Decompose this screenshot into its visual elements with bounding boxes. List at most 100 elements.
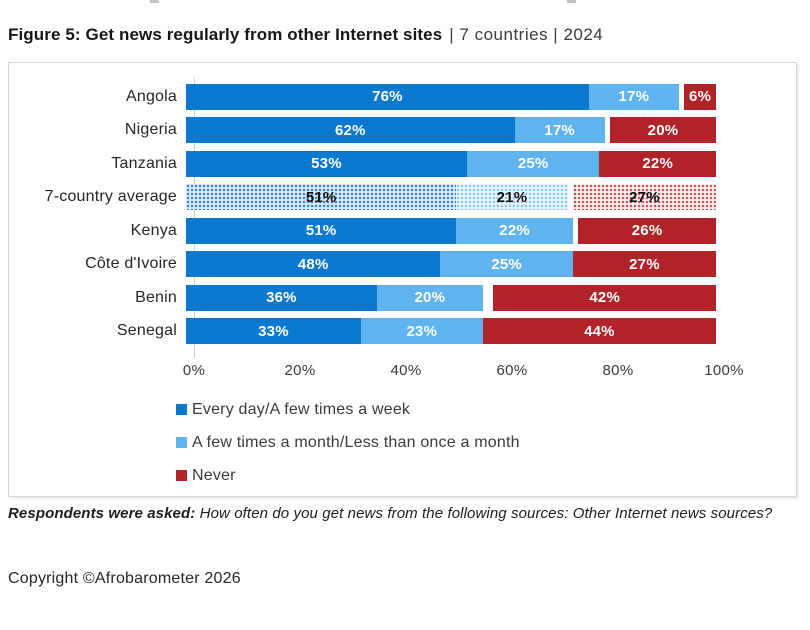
legend-item: Never <box>176 459 520 492</box>
bar-row: Nigeria 62% 17% 20% <box>9 114 796 148</box>
bar-row: Benin 36% 20% 42% <box>9 281 796 315</box>
value-label: 17% <box>618 88 650 106</box>
value-label: 51% <box>305 188 337 206</box>
value-label: 23% <box>406 322 438 340</box>
bar-row: Tanzania 53% 25% 22% <box>9 147 796 181</box>
category-label: Nigeria <box>124 121 177 139</box>
bar-track: 76% 17% 6% <box>186 83 716 110</box>
bar-row: Kenya 51% 22% 26% <box>9 214 796 248</box>
bar-segment: 51% <box>186 184 457 211</box>
legend-swatch-icon <box>176 437 187 448</box>
value-label: 25% <box>491 255 522 273</box>
bar-segment: 53% <box>186 150 467 177</box>
bar-segment: 76% <box>186 83 589 110</box>
legend-label: Every day/A few times a week <box>192 400 411 418</box>
value-label: 42% <box>589 289 620 307</box>
value-label: 33% <box>258 322 289 340</box>
legend-swatch-icon <box>176 470 187 481</box>
value-label: 25% <box>517 155 549 173</box>
bar-segment: 17% <box>588 83 679 110</box>
category-label: Angola <box>125 87 177 105</box>
bar-segment: 26% <box>578 217 716 244</box>
x-tick-label: 80% <box>602 362 634 379</box>
x-tick-label: 20% <box>284 362 316 379</box>
legend-item: Every day/A few times a week <box>176 393 520 426</box>
bar-segment: 20% <box>376 284 483 311</box>
bar-segment: 6% <box>684 83 716 110</box>
y-axis-line <box>194 77 195 358</box>
chart-container: Angola 76% 17% 6% Nigeria 62% 17% 20% Tanzania 53… <box>8 62 797 497</box>
value-label: 53% <box>311 155 342 173</box>
value-label: 20% <box>647 121 679 139</box>
bar-segment: 25% <box>466 150 600 177</box>
bar-track: 62% 17% 20% <box>186 117 716 144</box>
category-label: Senegal <box>116 322 177 340</box>
crop-artifact <box>150 0 159 3</box>
x-tick-label: 60% <box>496 362 528 379</box>
bar-segment: 42% <box>493 284 716 311</box>
bar-row: Angola 76% 17% 6% <box>9 80 796 114</box>
x-tick-label: 40% <box>390 362 422 379</box>
value-label: 21% <box>496 188 528 206</box>
value-label: 27% <box>629 188 660 206</box>
value-label: 27% <box>629 255 660 273</box>
value-label: 62% <box>334 121 366 139</box>
bar-track: 48% 25% 27% <box>186 251 716 278</box>
copyright: Copyright ©Afrobarometer 2026 <box>8 570 241 587</box>
value-label: 51% <box>305 222 337 240</box>
respondents-note: Respondents were asked: How often do you… <box>8 503 804 525</box>
value-label: 22% <box>499 222 530 240</box>
bar-track: 33% 23% 44% <box>186 318 716 345</box>
bar-gap <box>483 285 494 311</box>
value-label: 22% <box>642 155 673 173</box>
value-label: 20% <box>414 289 446 307</box>
category-label: Kenya <box>130 221 177 239</box>
bar-segment: 21% <box>456 184 568 211</box>
bar-segment: 25% <box>440 251 573 278</box>
value-label: 6% <box>689 88 712 106</box>
value-label: 44% <box>584 322 615 340</box>
bar-segment: 27% <box>572 251 716 278</box>
x-tick-label: 0% <box>182 362 206 379</box>
bar-segment: 22% <box>599 150 716 177</box>
legend: Every day/A few times a week A few times … <box>176 393 520 492</box>
x-tick-label: 100% <box>704 362 744 379</box>
category-label: Benin <box>135 288 177 306</box>
figure-title-meta: | 7 countries | 2024 <box>449 25 604 44</box>
bar-rows: Angola 76% 17% 6% Nigeria 62% 17% 20% Tanzania 53… <box>9 80 796 348</box>
bar-row: 7-country average 51% 21% 27% <box>9 181 796 215</box>
bar-track: 53% 25% 22% <box>186 150 716 177</box>
respondents-note-text: How often do you get news from the follo… <box>195 505 773 522</box>
category-label: 7-country average <box>44 188 177 206</box>
bar-segment: 62% <box>186 117 515 144</box>
bar-segment: 17% <box>514 117 605 144</box>
bar-segment: 33% <box>186 318 361 345</box>
category-label: Côte d'Ivoire <box>85 255 177 273</box>
value-label: 48% <box>297 255 329 273</box>
value-label: 26% <box>631 222 663 240</box>
bar-segment: 20% <box>609 117 716 144</box>
bar-track: 36% 20% 42% <box>186 284 716 311</box>
legend-item: A few times a month/Less than once a mon… <box>176 426 520 459</box>
legend-swatch-icon <box>176 404 187 415</box>
crop-artifact <box>567 0 576 3</box>
bar-segment: 48% <box>186 251 441 278</box>
figure-title-main: Figure 5: Get news regularly from other … <box>8 25 443 44</box>
legend-label: A few times a month/Less than once a mon… <box>192 433 520 451</box>
bar-segment: 44% <box>482 318 716 345</box>
figure-title: Figure 5: Get news regularly from other … <box>8 25 802 45</box>
bar-segment: 23% <box>360 318 483 345</box>
legend-label: Never <box>192 466 236 484</box>
value-label: 17% <box>544 121 575 139</box>
bar-segment: 36% <box>186 284 377 311</box>
category-label: Tanzania <box>111 154 177 172</box>
bar-row: Senegal 33% 23% 44% <box>9 315 796 349</box>
x-axis: 0% 20% 40% 60% 80% 100% <box>183 362 744 384</box>
bar-segment: 27% <box>572 184 716 211</box>
bar-segment: 22% <box>456 217 573 244</box>
bar-track: 51% 21% 27% <box>186 184 716 211</box>
respondents-note-lead: Respondents were asked: <box>8 505 196 522</box>
bar-row: Côte d'Ivoire 48% 25% 27% <box>9 248 796 282</box>
bar-segment: 51% <box>186 217 457 244</box>
